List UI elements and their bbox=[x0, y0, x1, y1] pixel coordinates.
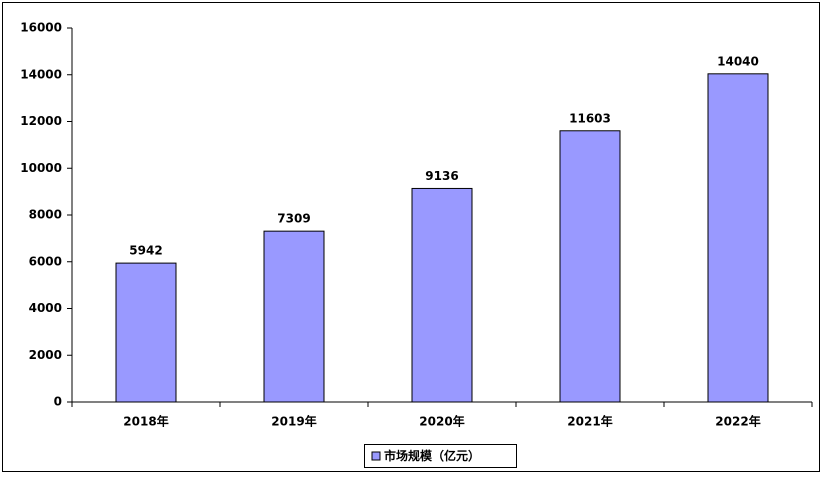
y-tick-label: 10000 bbox=[20, 161, 62, 175]
legend-box bbox=[364, 444, 517, 468]
y-tick-label: 4000 bbox=[29, 301, 62, 315]
x-tick-label: 2018年 bbox=[123, 414, 168, 429]
bar bbox=[263, 230, 325, 403]
legend-swatch bbox=[371, 451, 381, 461]
data-label: 9136 bbox=[425, 169, 458, 183]
y-tick-label: 16000 bbox=[20, 21, 62, 35]
x-tick-label: 2021年 bbox=[567, 414, 612, 429]
data-label: 5942 bbox=[129, 244, 162, 258]
data-label: 7309 bbox=[277, 212, 310, 226]
y-tick-label: 6000 bbox=[29, 254, 62, 268]
data-label: 11603 bbox=[569, 111, 611, 125]
y-tick-label: 12000 bbox=[20, 114, 62, 128]
bar bbox=[115, 262, 177, 403]
y-tick-label: 8000 bbox=[29, 208, 62, 222]
x-tick-label: 2020年 bbox=[419, 414, 464, 429]
data-label: 14040 bbox=[717, 54, 759, 68]
x-tick-label: 2022年 bbox=[715, 414, 760, 429]
bar bbox=[707, 73, 769, 403]
y-tick-label: 2000 bbox=[29, 348, 62, 362]
x-tick-label: 2019年 bbox=[271, 414, 316, 429]
legend-label: 市场规模（亿元） bbox=[384, 448, 480, 463]
bar bbox=[411, 187, 473, 403]
y-tick-label: 0 bbox=[54, 395, 62, 409]
y-tick-label: 14000 bbox=[20, 67, 62, 81]
bar bbox=[559, 130, 621, 403]
